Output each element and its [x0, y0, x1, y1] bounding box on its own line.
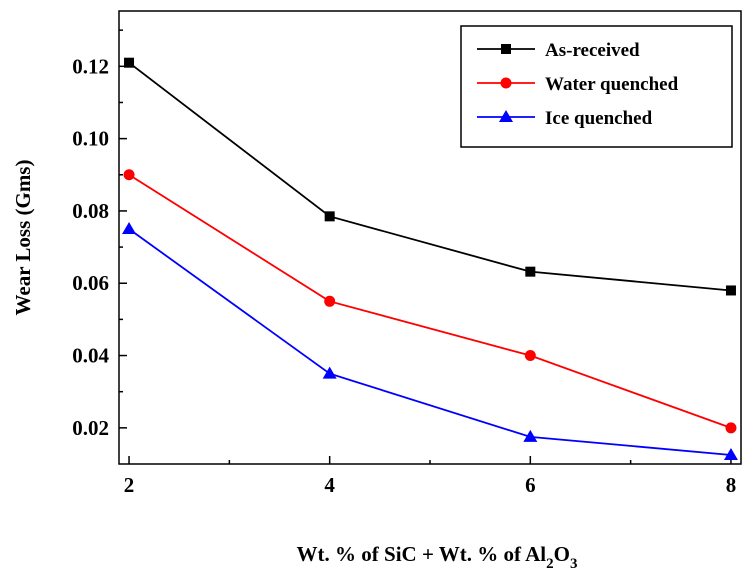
legend-marker — [501, 44, 511, 54]
x-tick-label: 2 — [124, 473, 135, 497]
y-tick-label: 0.04 — [72, 344, 109, 368]
series-line — [128, 61, 732, 292]
legend-marker — [500, 77, 512, 89]
data-point — [324, 211, 335, 222]
y-tick-label: 0.02 — [72, 416, 109, 440]
x-tick-label: 6 — [525, 473, 536, 497]
legend-label: Ice quenched — [545, 108, 653, 129]
data-point — [523, 429, 538, 442]
x-axis-title-sub-3: 3 — [570, 556, 578, 572]
data-point — [725, 285, 736, 296]
data-point — [525, 266, 536, 277]
data-point — [322, 366, 337, 379]
y-tick-label: 0.08 — [72, 199, 109, 223]
y-axis-title: Wear Loss (Gms) — [11, 160, 35, 316]
x-axis-title-o: O — [554, 542, 570, 566]
y-tick-label: 0.12 — [72, 54, 109, 78]
series-layer — [122, 57, 738, 460]
legend-item: Water quenched — [477, 74, 679, 95]
x-axis: 2 4 6 8 — [124, 456, 736, 497]
data-point — [124, 57, 135, 68]
data-point — [524, 350, 536, 362]
x-axis-title-sub-2: 2 — [546, 556, 554, 572]
legend: As-received Water quenched Ice quenched — [460, 25, 733, 148]
x-axis-title-main: Wt. % of SiC + Wt. % of Al — [297, 542, 547, 566]
data-point — [723, 447, 738, 460]
series-as-received — [124, 57, 736, 296]
x-tick-label: 8 — [726, 473, 737, 497]
x-axis-title: Wt. % of SiC + Wt. % of Al2O3 — [297, 542, 578, 572]
legend-item: As-received — [477, 40, 640, 61]
data-point — [324, 295, 336, 307]
series-ice-quenched — [122, 222, 738, 460]
data-point — [122, 222, 137, 235]
legend-item: Ice quenched — [477, 108, 653, 129]
series-line — [128, 228, 732, 456]
legend-marker — [499, 110, 513, 122]
legend-label: Water quenched — [545, 74, 679, 95]
series-line — [128, 174, 732, 429]
y-tick-label: 0.10 — [72, 127, 109, 151]
x-tick-label: 4 — [324, 473, 335, 497]
data-point — [123, 169, 135, 181]
y-tick-label: 0.06 — [72, 271, 109, 295]
data-point — [725, 422, 737, 434]
legend-label: As-received — [545, 40, 640, 61]
series-water-quenched — [123, 169, 737, 434]
y-axis: 0.02 0.04 0.06 0.08 0.10 0.12 — [72, 29, 127, 440]
